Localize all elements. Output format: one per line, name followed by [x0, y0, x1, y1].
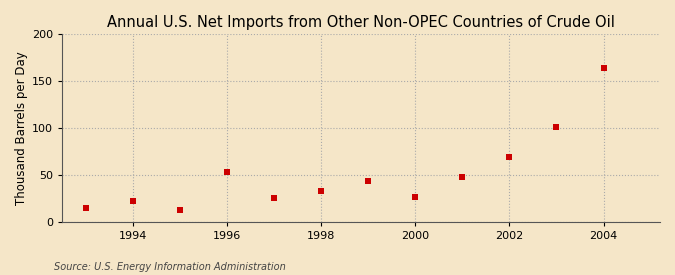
- Point: [504, 155, 515, 159]
- Point: [80, 205, 91, 210]
- Point: [551, 125, 562, 129]
- Title: Annual U.S. Net Imports from Other Non-OPEC Countries of Crude Oil: Annual U.S. Net Imports from Other Non-O…: [107, 15, 615, 30]
- Point: [269, 196, 279, 200]
- Point: [363, 179, 374, 183]
- Point: [598, 65, 609, 70]
- Point: [221, 170, 232, 174]
- Y-axis label: Thousand Barrels per Day: Thousand Barrels per Day: [15, 51, 28, 205]
- Point: [128, 199, 138, 203]
- Point: [410, 195, 421, 199]
- Point: [457, 174, 468, 179]
- Point: [175, 208, 186, 213]
- Point: [316, 189, 327, 193]
- Text: Source: U.S. Energy Information Administration: Source: U.S. Energy Information Administ…: [54, 262, 286, 272]
